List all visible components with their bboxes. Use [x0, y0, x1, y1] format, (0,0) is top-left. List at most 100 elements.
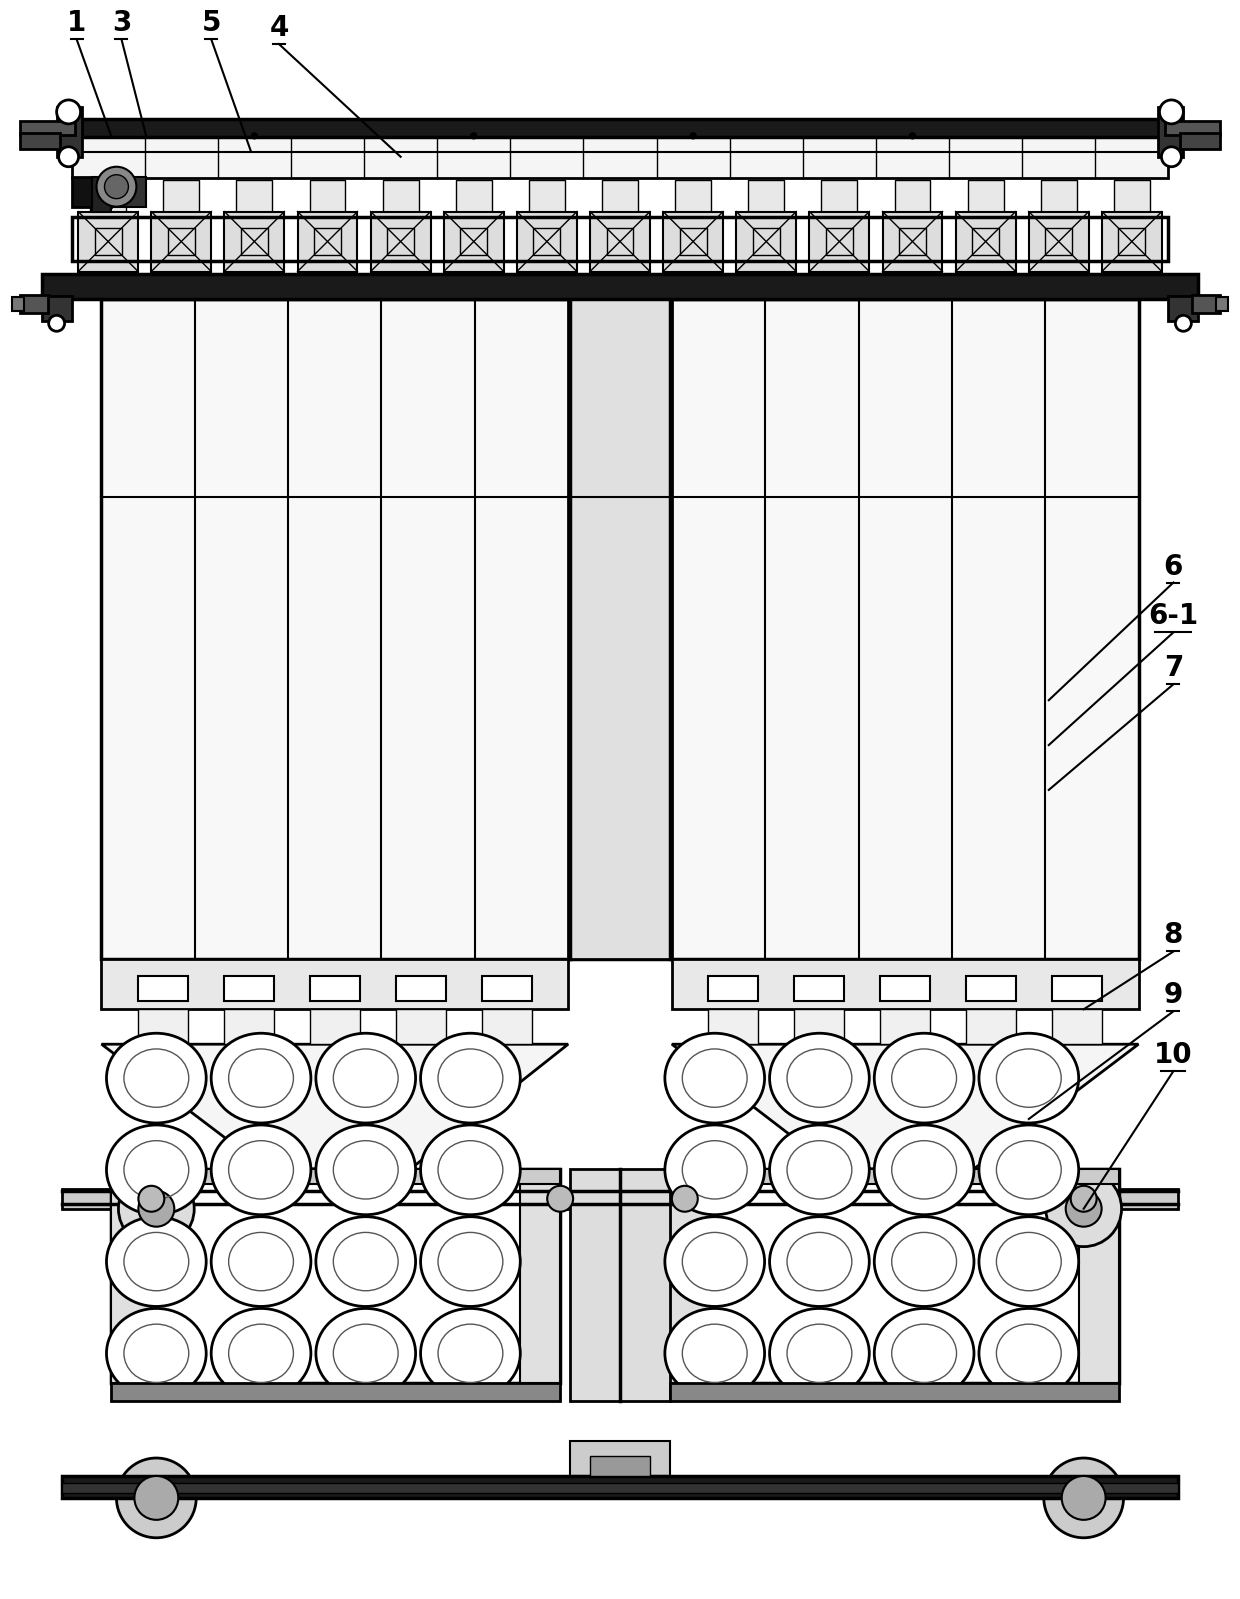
Bar	[794, 1009, 844, 1044]
Bar	[298, 211, 357, 272]
Bar	[1045, 229, 1073, 254]
Ellipse shape	[978, 1217, 1079, 1306]
Ellipse shape	[107, 1126, 206, 1215]
Bar	[670, 1169, 1118, 1383]
Bar	[753, 229, 780, 254]
Bar	[1053, 977, 1102, 1001]
Bar	[966, 977, 1017, 1001]
Bar	[267, 1169, 410, 1268]
Bar	[606, 229, 634, 254]
Circle shape	[48, 315, 64, 331]
Bar	[151, 211, 211, 272]
Bar	[396, 977, 446, 1001]
Ellipse shape	[211, 1033, 311, 1122]
Text: 4: 4	[269, 14, 289, 42]
Bar	[894, 179, 930, 211]
Bar	[810, 211, 869, 272]
Bar	[794, 977, 844, 1001]
Circle shape	[672, 1186, 698, 1212]
Ellipse shape	[316, 1308, 415, 1398]
Bar	[310, 179, 346, 211]
Bar	[72, 136, 1168, 177]
Bar	[670, 1169, 1118, 1183]
Bar	[57, 107, 82, 157]
Bar	[670, 1383, 1118, 1401]
Circle shape	[104, 174, 129, 198]
Bar	[310, 977, 360, 1001]
Circle shape	[134, 1476, 179, 1519]
Circle shape	[471, 133, 476, 139]
Ellipse shape	[211, 1126, 311, 1215]
Bar	[603, 179, 637, 211]
Bar	[883, 211, 942, 272]
Bar	[383, 179, 419, 211]
Ellipse shape	[107, 1308, 206, 1398]
Ellipse shape	[665, 1126, 765, 1215]
Circle shape	[97, 166, 136, 206]
Bar	[1040, 179, 1076, 211]
Bar	[310, 1009, 360, 1044]
Bar	[1216, 297, 1229, 312]
Bar	[314, 229, 341, 254]
Bar	[241, 229, 268, 254]
Bar	[92, 177, 112, 211]
Bar	[529, 179, 565, 211]
Bar	[371, 211, 430, 272]
Text: 5: 5	[201, 10, 221, 37]
Circle shape	[1162, 147, 1182, 166]
Bar	[164, 179, 200, 211]
Bar	[167, 229, 195, 254]
Bar	[880, 977, 930, 1001]
Ellipse shape	[874, 1033, 973, 1122]
Ellipse shape	[316, 1126, 415, 1215]
Bar	[670, 1169, 709, 1383]
Bar	[956, 211, 1016, 272]
Ellipse shape	[770, 1217, 869, 1306]
Text: 3: 3	[112, 10, 131, 37]
Bar	[748, 179, 784, 211]
Bar	[78, 211, 138, 272]
Bar	[42, 296, 72, 321]
Ellipse shape	[420, 1126, 521, 1215]
Circle shape	[252, 133, 258, 139]
Bar	[444, 211, 503, 272]
Bar	[396, 1009, 446, 1044]
Bar	[94, 229, 122, 254]
Bar	[708, 1009, 758, 1044]
Bar	[20, 296, 47, 313]
Circle shape	[1176, 315, 1192, 331]
Circle shape	[1061, 1476, 1106, 1519]
Bar	[899, 229, 926, 254]
Bar	[680, 229, 707, 254]
Bar	[138, 1009, 187, 1044]
Bar	[521, 1169, 560, 1383]
Bar	[570, 1441, 670, 1476]
Ellipse shape	[874, 1308, 973, 1398]
Bar	[11, 297, 24, 312]
Ellipse shape	[874, 1126, 973, 1215]
Bar	[708, 977, 758, 1001]
Polygon shape	[672, 1044, 1138, 1169]
Bar	[237, 179, 273, 211]
Bar	[967, 179, 1003, 211]
Ellipse shape	[211, 1308, 311, 1398]
Ellipse shape	[420, 1308, 521, 1398]
Bar	[1053, 1009, 1102, 1044]
Bar	[112, 177, 146, 206]
Circle shape	[1070, 1186, 1096, 1212]
Circle shape	[1045, 1170, 1121, 1247]
Bar	[20, 122, 74, 134]
Bar	[517, 211, 577, 272]
Bar	[663, 211, 723, 272]
Bar	[456, 179, 492, 211]
Bar	[1102, 211, 1162, 272]
Ellipse shape	[978, 1308, 1079, 1398]
Bar	[72, 177, 112, 206]
Bar	[966, 1009, 1017, 1044]
Bar	[1166, 122, 1220, 134]
Text: 10: 10	[1154, 1041, 1193, 1070]
Circle shape	[139, 1191, 175, 1226]
Bar	[1168, 296, 1198, 321]
Text: 6-1: 6-1	[1148, 603, 1199, 630]
Bar	[972, 229, 999, 254]
